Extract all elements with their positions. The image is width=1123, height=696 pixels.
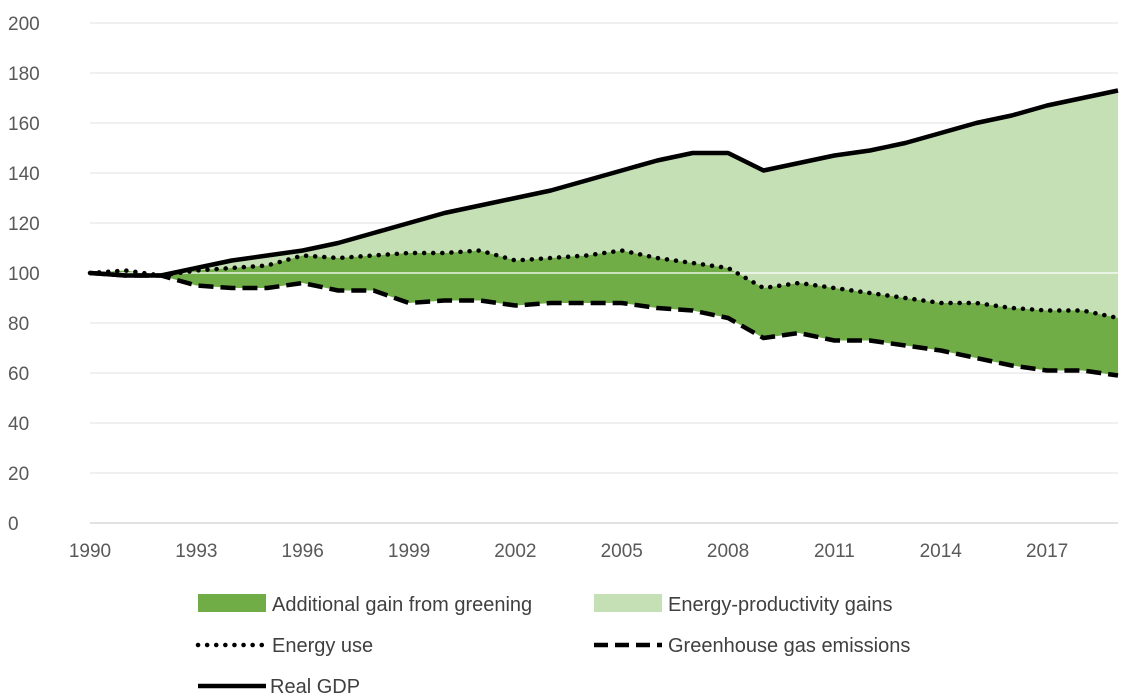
legend-label-productivity: Energy-productivity gains — [668, 594, 893, 616]
x-tick-label: 1999 — [388, 541, 430, 562]
x-tick-label: 1993 — [175, 541, 217, 562]
legend: Additional gain from greening Energy-pro… — [195, 594, 910, 696]
legend-label-emissions: Greenhouse gas emissions — [668, 635, 910, 657]
y-tick-label: 100 — [8, 264, 40, 285]
series-line-greenhouse-gas-emissions — [89, 270, 1119, 378]
x-tick-label: 2002 — [494, 541, 536, 562]
x-axis: 1990 1993 1996 1999 2002 2005 2008 2011 2014 2017 — [69, 541, 1068, 562]
y-tick-label: 140 — [8, 164, 40, 185]
legend-item-emissions: Greenhouse gas emissions — [594, 635, 910, 657]
area-additional-gain-from-greening — [90, 250, 1118, 376]
x-tick-label: 2011 — [814, 541, 855, 562]
y-tick-label: 200 — [8, 14, 40, 35]
area-fills — [90, 90, 1118, 376]
y-tick-label: 0 — [8, 514, 19, 535]
x-tick-label: 2014 — [920, 541, 963, 562]
series-line-real-gdp — [89, 88, 1119, 278]
legend-swatch-productivity — [594, 594, 662, 612]
legend-item-greening: Additional gain from greening — [198, 594, 532, 616]
y-tick-label: 180 — [8, 64, 40, 85]
y-tick-label: 80 — [8, 314, 29, 335]
legend-swatch-greening — [198, 594, 266, 612]
x-tick-label: 2005 — [601, 541, 643, 562]
x-tick-label: 1990 — [69, 541, 111, 562]
y-tick-label: 60 — [8, 364, 29, 385]
series-line-energy-use — [87, 248, 1121, 321]
x-tick-label: 2008 — [707, 541, 749, 562]
series-lines — [87, 88, 1121, 378]
legend-label-real-gdp: Real GDP — [270, 676, 360, 696]
y-tick-label: 120 — [8, 214, 40, 235]
legend-item-real-gdp: Real GDP — [198, 676, 360, 696]
x-tick-label: 2017 — [1026, 541, 1068, 562]
y-tick-label: 160 — [8, 114, 40, 135]
x-tick-label: 1996 — [282, 541, 324, 562]
legend-label-energy-use: Energy use — [272, 635, 373, 657]
y-axis: 0 20 40 60 80 100 120 140 160 180 200 — [8, 14, 40, 535]
y-tick-label: 20 — [8, 464, 29, 485]
legend-label-greening: Additional gain from greening — [272, 594, 532, 616]
area-energy-productivity-gains — [90, 90, 1118, 318]
legend-item-productivity: Energy-productivity gains — [594, 594, 893, 616]
legend-item-energy-use: Energy use — [195, 635, 373, 657]
y-tick-label: 40 — [8, 414, 29, 435]
